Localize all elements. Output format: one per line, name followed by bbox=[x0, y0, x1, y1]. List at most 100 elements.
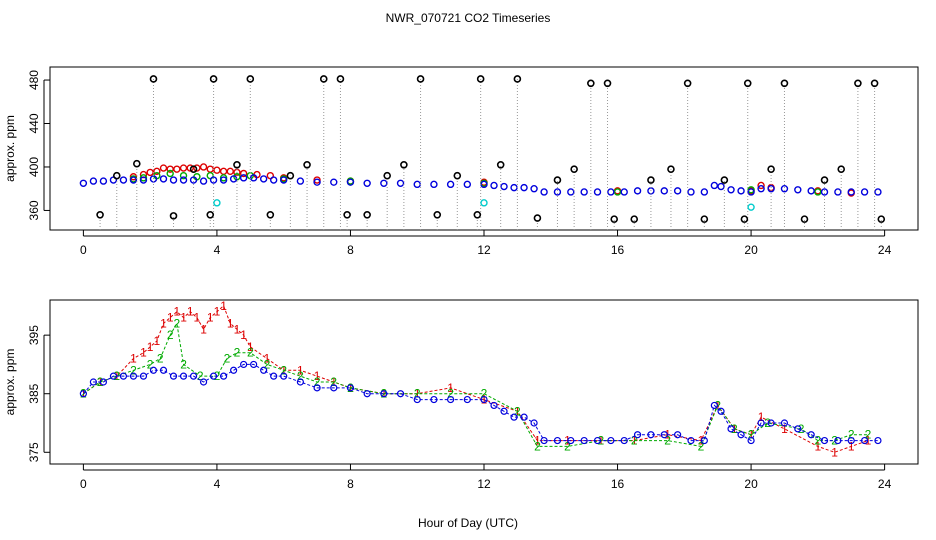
data-point bbox=[660, 187, 668, 195]
data-point bbox=[199, 378, 208, 386]
data-point bbox=[296, 378, 304, 386]
data-point bbox=[430, 395, 438, 404]
data-point bbox=[179, 164, 188, 172]
x-tick-label: 12 bbox=[477, 243, 491, 257]
data-point bbox=[580, 188, 588, 196]
data-label: 2 bbox=[815, 434, 822, 448]
data-point bbox=[717, 182, 725, 191]
data-point bbox=[747, 436, 755, 445]
data-label: 2 bbox=[631, 434, 638, 448]
data-point bbox=[727, 425, 735, 433]
data-point bbox=[700, 215, 709, 223]
data-point bbox=[630, 215, 639, 223]
data-point bbox=[169, 372, 178, 380]
data-label: 1 bbox=[414, 387, 421, 401]
data-label: 1 bbox=[381, 387, 388, 401]
data-point bbox=[553, 436, 562, 445]
data-point bbox=[209, 176, 218, 184]
data-label: 2 bbox=[514, 404, 521, 418]
data-point bbox=[119, 372, 128, 380]
data-point bbox=[213, 166, 221, 174]
data-point bbox=[727, 186, 735, 194]
data-point bbox=[139, 176, 148, 184]
data-label: 1 bbox=[481, 393, 488, 407]
data-point bbox=[870, 79, 879, 88]
data-point bbox=[239, 169, 248, 178]
data-point bbox=[533, 214, 542, 222]
data-point bbox=[496, 161, 505, 169]
x-tick-label: 20 bbox=[744, 243, 758, 257]
data-point bbox=[446, 180, 455, 189]
data-point bbox=[189, 176, 198, 184]
data-point bbox=[199, 177, 208, 185]
data-point bbox=[189, 372, 198, 380]
data-point bbox=[193, 164, 201, 172]
data-point bbox=[206, 210, 215, 219]
data-label: 2 bbox=[280, 363, 287, 377]
data-label: 2 bbox=[247, 346, 254, 360]
data-point bbox=[169, 176, 178, 184]
data-point bbox=[246, 75, 255, 83]
data-label: 2 bbox=[664, 434, 671, 448]
data-point bbox=[266, 210, 275, 219]
data-point bbox=[219, 174, 228, 182]
data-label: 1 bbox=[447, 381, 454, 395]
data-point bbox=[874, 436, 882, 445]
data-point bbox=[673, 187, 682, 195]
data-point bbox=[647, 431, 655, 439]
x-tick-label: 8 bbox=[347, 477, 354, 491]
data-point bbox=[220, 372, 228, 380]
data-point bbox=[249, 174, 258, 182]
data-point bbox=[610, 215, 619, 223]
plot-area bbox=[79, 75, 886, 230]
y-axis-title: approx. ppm bbox=[3, 115, 17, 182]
data-point bbox=[476, 75, 485, 83]
data-point bbox=[343, 210, 351, 219]
data-label: 1 bbox=[815, 439, 822, 453]
data-point bbox=[520, 413, 528, 421]
data-point bbox=[133, 159, 141, 168]
data-point bbox=[400, 161, 408, 169]
data-label: 2 bbox=[481, 387, 488, 401]
data-label: 1 bbox=[781, 422, 788, 436]
data-label: 2 bbox=[564, 439, 571, 453]
x-tick-label: 16 bbox=[611, 243, 625, 257]
data-point bbox=[500, 182, 508, 191]
data-point bbox=[633, 431, 642, 439]
data-point bbox=[363, 210, 371, 219]
series-flask bbox=[96, 75, 886, 230]
data-label: 2 bbox=[234, 346, 241, 360]
data-point bbox=[570, 165, 578, 173]
data-point bbox=[153, 167, 161, 176]
data-point bbox=[847, 436, 855, 445]
data-label: 2 bbox=[130, 363, 137, 377]
y-tick-label: 400 bbox=[27, 157, 41, 177]
data-point bbox=[330, 384, 338, 392]
data-point bbox=[96, 210, 104, 219]
data-point bbox=[480, 199, 488, 207]
data-label: 1 bbox=[227, 316, 234, 330]
data-point bbox=[620, 436, 628, 445]
data-label: 1 bbox=[147, 340, 154, 354]
data-point bbox=[683, 79, 692, 88]
data-label: 2 bbox=[330, 375, 337, 389]
data-point bbox=[139, 372, 148, 380]
y-tick-label: 395 bbox=[27, 325, 41, 345]
data-label: 2 bbox=[297, 369, 304, 383]
data-point bbox=[794, 425, 802, 433]
data-point bbox=[280, 372, 288, 380]
x-tick-label: 4 bbox=[214, 477, 221, 491]
data-point bbox=[513, 75, 522, 83]
data-point bbox=[780, 185, 789, 193]
data-point bbox=[303, 161, 311, 169]
data-point bbox=[230, 366, 238, 374]
data-point bbox=[620, 188, 628, 196]
data-point bbox=[109, 372, 118, 380]
data-label: 2 bbox=[314, 375, 321, 389]
data-label: 2 bbox=[264, 357, 271, 371]
data-point bbox=[226, 167, 234, 176]
data-label: 2 bbox=[174, 316, 181, 330]
data-point bbox=[800, 215, 809, 223]
